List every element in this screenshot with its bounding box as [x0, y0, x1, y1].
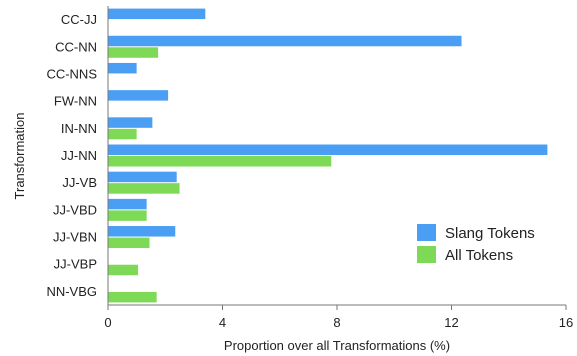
- legend-label-all-tokens: All Tokens: [445, 247, 513, 264]
- bar-slang-tokens-jj-vbd: [108, 198, 147, 210]
- bar-slang-tokens-jj-nn: [108, 144, 548, 155]
- category-label: CC-NN: [55, 39, 97, 54]
- bar-slang-tokens-jj-vbn: [108, 226, 176, 237]
- category-label: CC-NNS: [46, 66, 97, 81]
- bar-slang-tokens-fw-nn: [108, 90, 169, 101]
- bar-slang-tokens-cc-nns: [108, 62, 137, 74]
- bar-slang-tokens-jj-vb: [108, 171, 177, 183]
- category-label: JJ-VB: [62, 175, 97, 190]
- category-label: JJ-VBN: [53, 230, 97, 245]
- category-labels-group: CC-JJ CC-NN CC-NNS FW-NN IN-NN JJ-NN JJ-VB JJ-V…: [46, 12, 97, 299]
- bar-all-tokens-cc-nn: [108, 47, 159, 58]
- bar-slang-tokens-cc-nn: [108, 35, 462, 47]
- x-tick-label: 16: [559, 315, 573, 330]
- legend-label-slang-tokens: Slang Tokens: [445, 225, 535, 242]
- x-ticks-group: 0 4 8 12 16: [104, 305, 573, 330]
- category-label: FW-NN: [54, 94, 97, 109]
- legend-swatch-slang-tokens: [417, 224, 436, 241]
- category-label: JJ-VBP: [54, 257, 97, 272]
- category-label: JJ-NN: [61, 148, 97, 163]
- bars-group: [108, 8, 548, 303]
- y-axis-title: Transformation: [12, 113, 27, 200]
- bar-all-tokens-nn-vbg: [108, 291, 157, 303]
- bar-all-tokens-jj-vbd: [108, 210, 147, 221]
- x-axis-title: Proportion over all Transformations (%): [224, 338, 450, 353]
- category-label: JJ-VBD: [53, 202, 97, 217]
- x-tick-label: 12: [444, 315, 458, 330]
- x-tick-label: 4: [219, 315, 226, 330]
- bar-all-tokens-in-nn: [108, 128, 137, 140]
- category-label: IN-NN: [61, 121, 97, 136]
- bar-all-tokens-jj-vb: [108, 183, 180, 194]
- bar-all-tokens-jj-nn: [108, 156, 332, 167]
- bar-all-tokens-jj-vbn: [108, 237, 150, 249]
- bar-slang-tokens-in-nn: [108, 117, 153, 128]
- legend-swatch-all-tokens: [417, 246, 436, 263]
- x-tick-label: 8: [333, 315, 340, 330]
- category-label: NN-VBG: [46, 284, 97, 299]
- x-tick-label: 0: [104, 315, 111, 330]
- legend: Slang Tokens All Tokens: [417, 224, 535, 264]
- bar-all-tokens-jj-vbp: [108, 264, 139, 276]
- category-label: CC-JJ: [61, 12, 97, 27]
- bar-slang-tokens-cc-jj: [108, 8, 206, 20]
